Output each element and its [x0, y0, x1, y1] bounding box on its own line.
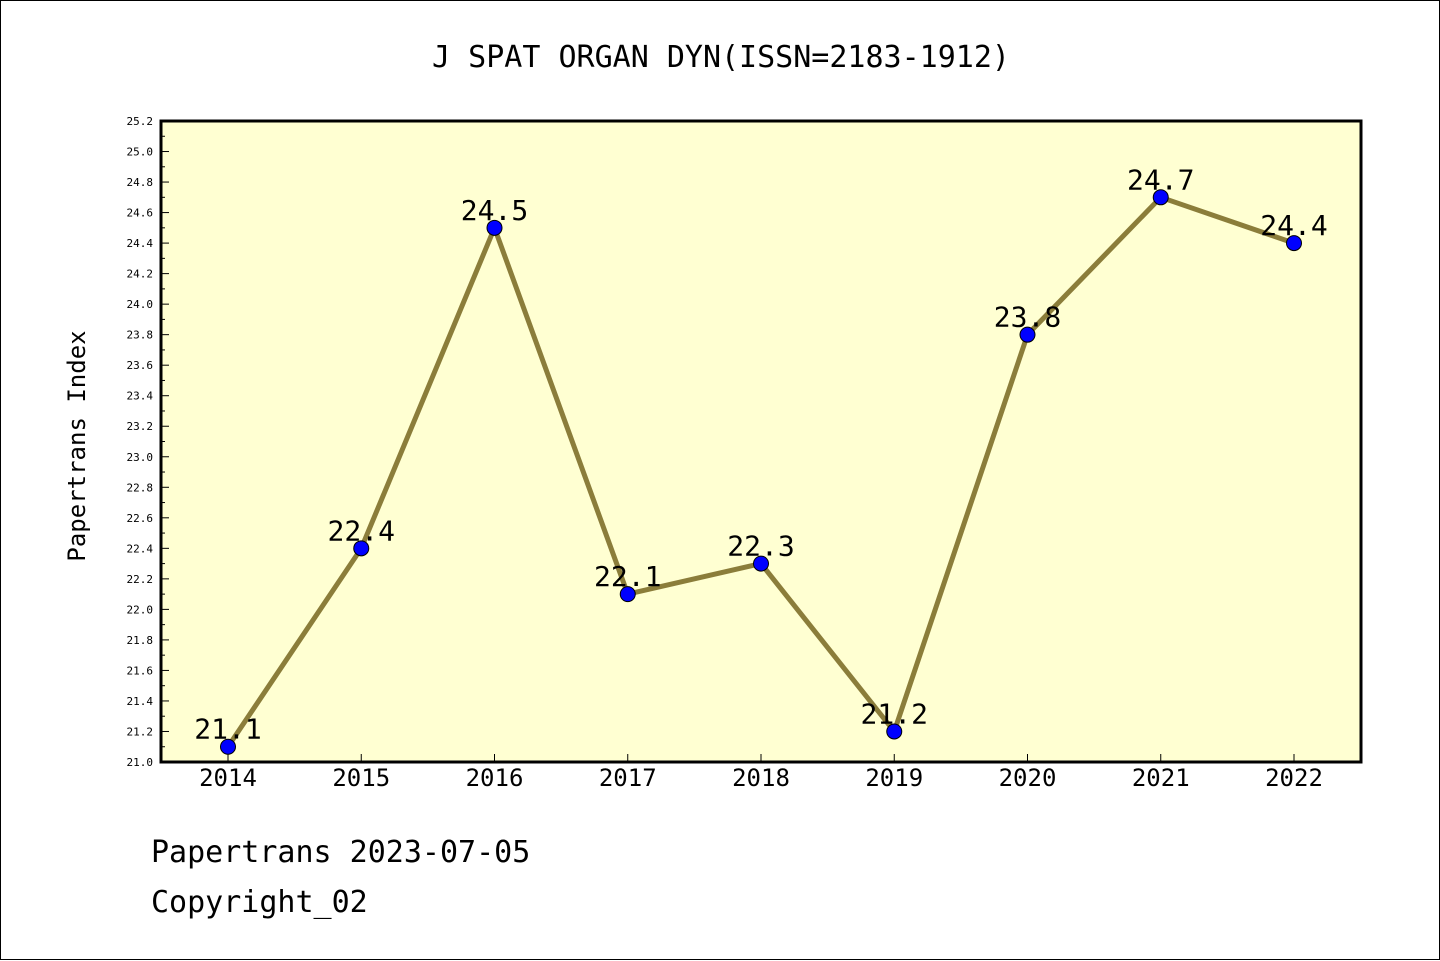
data-label: 24.5	[461, 194, 528, 227]
data-point	[220, 738, 236, 755]
x-tick-label: 2021	[1132, 764, 1190, 792]
y-tick-label: 22.8	[127, 481, 154, 494]
y-tick-label: 24.0	[127, 298, 154, 311]
y-tick-label: 21.0	[127, 756, 154, 769]
series-group	[220, 189, 1302, 755]
y-tick-label: 22.6	[127, 512, 154, 525]
y-tick-label: 22.4	[127, 542, 154, 555]
data-label: 24.7	[1127, 163, 1194, 196]
x-tick-label: 2018	[732, 764, 790, 792]
y-tick-label: 24.6	[127, 207, 154, 220]
data-point	[1152, 189, 1169, 206]
y-tick-label: 22.2	[127, 573, 154, 586]
plot-area	[159, 119, 1363, 764]
y-tick-label: 25.2	[127, 115, 154, 128]
x-tick-label: 2019	[865, 764, 923, 792]
x-tick-label: 2015	[332, 764, 390, 792]
y-tick-label: 21.2	[127, 725, 154, 738]
data-label: 23.8	[994, 301, 1061, 334]
y-axis-label: Papertrans Index	[63, 330, 91, 561]
y-tick-label: 22.0	[127, 603, 154, 616]
y-tick-label: 21.8	[127, 634, 154, 647]
y-tick-label: 23.8	[127, 329, 154, 342]
y-tick-label: 21.6	[127, 664, 154, 677]
chart-title: J SPAT ORGAN DYN(ISSN=2183-1912)	[432, 40, 1010, 75]
y-tick-label: 25.0	[127, 146, 154, 159]
y-tick-label: 21.4	[127, 695, 154, 708]
footer-copyright: Copyright_02	[151, 885, 368, 920]
data-label: 21.1	[194, 713, 261, 746]
data-label: 21.2	[861, 697, 928, 730]
x-axis: 2014 2015 2016 2017 2018 2019 2020 2021 2022	[199, 754, 1323, 792]
data-point	[353, 540, 370, 557]
y-tick-label: 23.4	[127, 390, 154, 403]
footer-date: Papertrans 2023-07-05	[151, 835, 531, 870]
y-tick-label: 24.2	[127, 268, 154, 281]
y-tick-label: 23.2	[127, 420, 154, 433]
y-tick-label: 23.6	[127, 359, 154, 372]
data-labels-group: 21.1 22.4 24.5 22.1 22.3 21.2 23.8 24.7 24.4	[194, 163, 1327, 745]
x-tick-label: 2014	[199, 764, 257, 792]
x-tick-label: 2017	[599, 764, 657, 792]
y-axis: 21.0 21.2 21.4 21.6 21.8 22.0 22.2 22.4 22.6 22.8…	[127, 115, 169, 769]
y-tick-label: 24.4	[127, 237, 154, 250]
data-label: 24.4	[1260, 209, 1327, 242]
y-tick-label: 24.8	[127, 176, 154, 189]
data-point	[486, 219, 503, 236]
data-label: 22.4	[328, 514, 395, 547]
data-point	[1019, 326, 1036, 343]
data-label: 22.3	[727, 530, 794, 563]
data-point	[753, 555, 769, 572]
y-tick-label: 23.0	[127, 451, 154, 464]
x-tick-label: 2022	[1265, 764, 1323, 792]
data-point	[1286, 235, 1302, 252]
data-point	[886, 723, 903, 740]
x-tick-label: 2016	[466, 764, 524, 792]
x-tick-label: 2020	[999, 764, 1057, 792]
data-label: 22.1	[594, 560, 661, 593]
data-point	[619, 586, 636, 603]
